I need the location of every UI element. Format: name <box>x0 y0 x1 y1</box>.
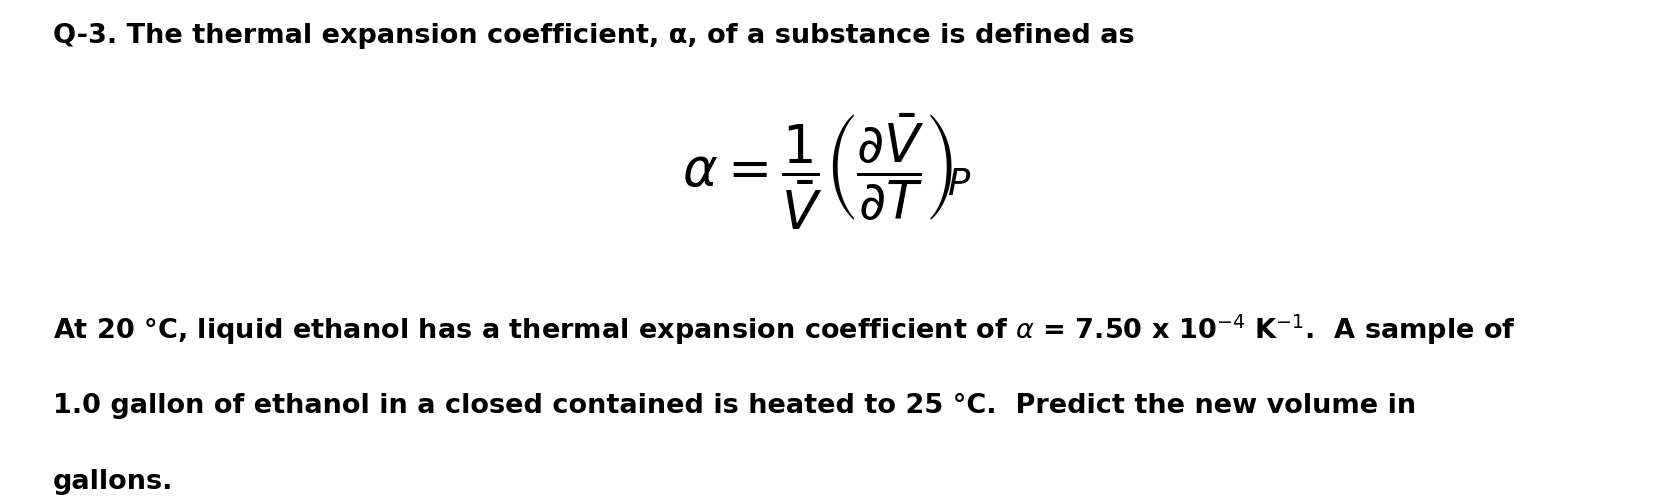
Text: gallons.: gallons. <box>53 469 174 495</box>
Text: 1.0 gallon of ethanol in a closed contained is heated to 25 °C.  Predict the new: 1.0 gallon of ethanol in a closed contai… <box>53 393 1416 419</box>
Text: $\alpha = \dfrac{1}{\bar{V}}\left(\dfrac{\partial \bar{V}}{\partial T}\right)_{\: $\alpha = \dfrac{1}{\bar{V}}\left(\dfrac… <box>681 111 973 232</box>
Text: Q-3. The thermal expansion coefficient, α, of a substance is defined as: Q-3. The thermal expansion coefficient, … <box>53 23 1135 49</box>
Text: At 20 °C, liquid ethanol has a thermal expansion coefficient of $\alpha$ = 7.50 : At 20 °C, liquid ethanol has a thermal e… <box>53 312 1515 347</box>
